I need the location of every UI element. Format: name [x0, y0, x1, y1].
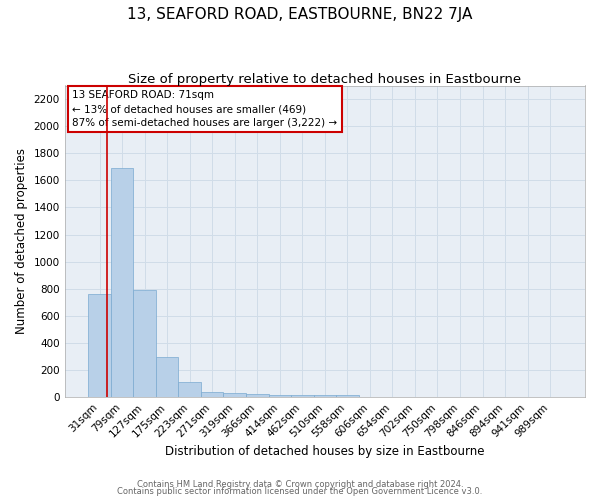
X-axis label: Distribution of detached houses by size in Eastbourne: Distribution of detached houses by size …: [165, 444, 485, 458]
Bar: [246, 394, 269, 397]
Bar: [223, 393, 246, 397]
Text: Contains public sector information licensed under the Open Government Licence v3: Contains public sector information licen…: [118, 487, 482, 496]
Text: 13 SEAFORD ROAD: 71sqm
← 13% of detached houses are smaller (469)
87% of semi-de: 13 SEAFORD ROAD: 71sqm ← 13% of detached…: [73, 90, 338, 128]
Bar: [336, 394, 359, 397]
Bar: [156, 356, 178, 397]
Bar: [291, 395, 314, 397]
Y-axis label: Number of detached properties: Number of detached properties: [15, 148, 28, 334]
Bar: [178, 382, 201, 397]
Bar: [111, 168, 133, 397]
Bar: [133, 290, 156, 397]
Bar: [269, 395, 291, 397]
Bar: [314, 394, 336, 397]
Title: Size of property relative to detached houses in Eastbourne: Size of property relative to detached ho…: [128, 72, 521, 86]
Bar: [88, 294, 111, 397]
Bar: [201, 392, 223, 397]
Text: Contains HM Land Registry data © Crown copyright and database right 2024.: Contains HM Land Registry data © Crown c…: [137, 480, 463, 489]
Text: 13, SEAFORD ROAD, EASTBOURNE, BN22 7JA: 13, SEAFORD ROAD, EASTBOURNE, BN22 7JA: [127, 8, 473, 22]
